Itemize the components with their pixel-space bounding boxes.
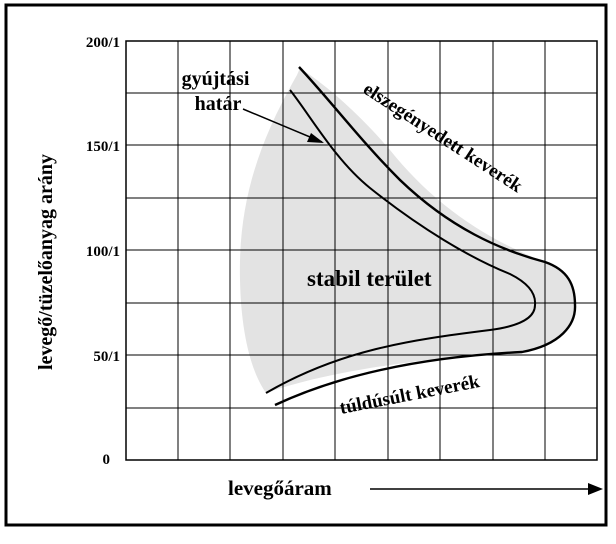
y-tick-label-150: 150/1 xyxy=(86,139,120,155)
rich-mixture-label: túldúsúlt keverék xyxy=(338,371,482,419)
stable-region-label: stabil terület xyxy=(307,266,432,291)
y-axis-label: levegő/tüzelőanyag arány xyxy=(35,154,57,370)
ignition-limit-curve xyxy=(265,89,537,394)
x-axis-label: levegőáram xyxy=(228,476,332,500)
stable-region-shade xyxy=(239,68,576,393)
y-tick-label-50: 50/1 xyxy=(93,349,120,365)
ignition-pointer-arrowhead xyxy=(307,133,324,143)
y-tick-label-100: 100/1 xyxy=(86,244,120,260)
outer-limit-curve xyxy=(274,66,577,407)
outer-border xyxy=(4,3,608,527)
ignition-limit-label: gyújtási határ xyxy=(182,68,255,115)
ignition-pointer-line xyxy=(242,108,323,143)
x-axis-arrowhead xyxy=(588,483,603,495)
plot-frame xyxy=(125,40,598,461)
grid xyxy=(126,41,597,460)
y-tick-label-200: 200/1 xyxy=(86,35,120,51)
y-tick-label-0: 0 xyxy=(103,452,111,468)
